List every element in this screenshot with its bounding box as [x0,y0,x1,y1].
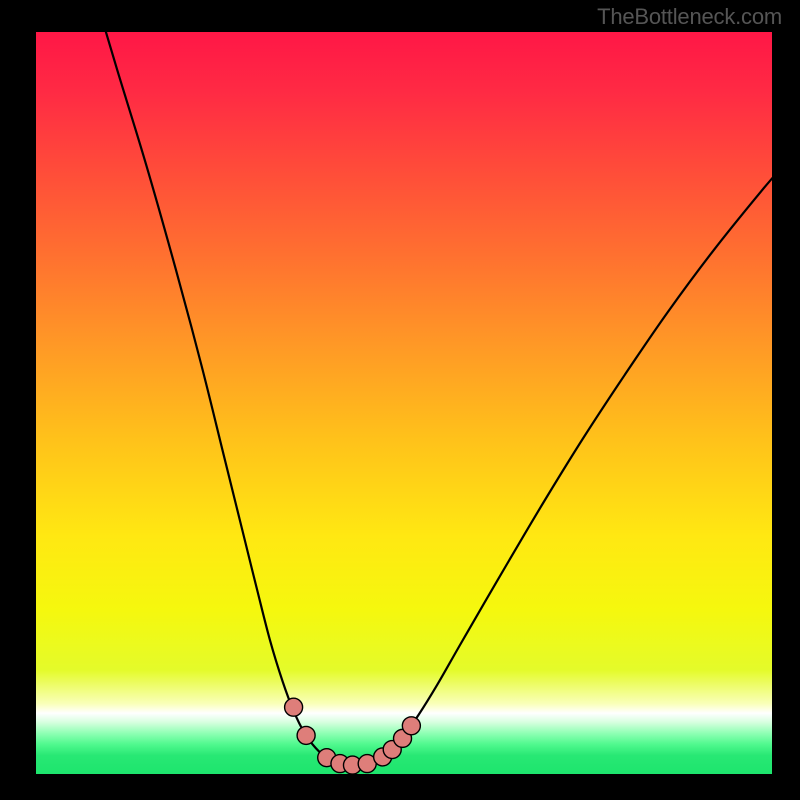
watermark-text: TheBottleneck.com [597,4,782,30]
curve-layer [36,32,772,774]
plot-area [36,32,772,774]
data-marker [402,717,420,735]
data-marker [297,726,315,744]
bottleneck-curve [95,32,772,765]
data-marker [285,698,303,716]
